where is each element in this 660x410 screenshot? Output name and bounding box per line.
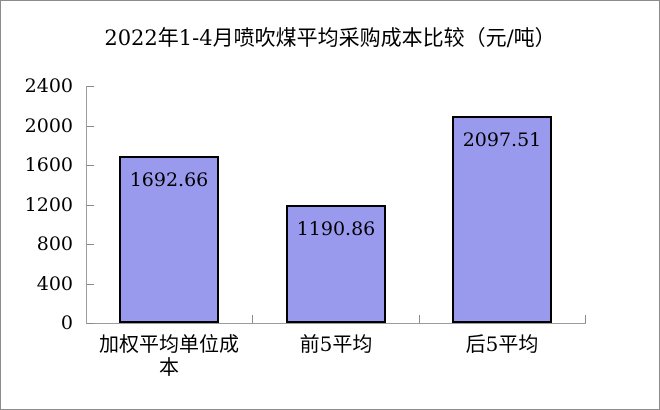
bar-value-label: 1190.86 [296,218,376,240]
x-axis-category-label: 前5平均 [299,332,373,356]
y-axis-tick-mark [87,244,94,245]
y-axis-tick-mark [87,86,94,87]
y-axis-tick-label: 1200 [24,193,73,216]
bar: 2097.51 [452,116,552,323]
x-axis-tick-mark [585,315,586,323]
bar: 1190.86 [286,205,386,323]
y-axis-tick-label: 800 [36,233,73,255]
y-axis-tick-mark [87,283,94,285]
x-axis-category-label: 后5平均 [465,332,539,356]
bar: 1692.66 [119,156,219,323]
y-axis-tick-mark [87,125,94,127]
y-axis-tick-label: 400 [36,272,73,295]
y-axis-tick-mark [87,323,94,324]
y-axis-tick-label: 2000 [24,114,73,137]
y-axis-tick-mark [87,165,94,166]
bar-value-label: 1692.66 [129,169,209,191]
x-axis-category-label: 加权平均单位成 本 [99,332,239,379]
y-axis-tick-label: 1600 [24,154,73,176]
y-axis-tick-label: 0 [60,312,73,334]
x-axis-tick-mark [419,315,420,323]
y-axis-tick-label: 2400 [24,75,73,97]
chart-title: 2022年1-4月喷吹煤平均采购成本比较（元/吨） [104,26,556,50]
x-axis-tick-mark [252,315,253,323]
plot-area [86,86,586,324]
bar-value-label: 2097.51 [462,129,542,151]
y-axis-tick-mark [87,204,94,206]
